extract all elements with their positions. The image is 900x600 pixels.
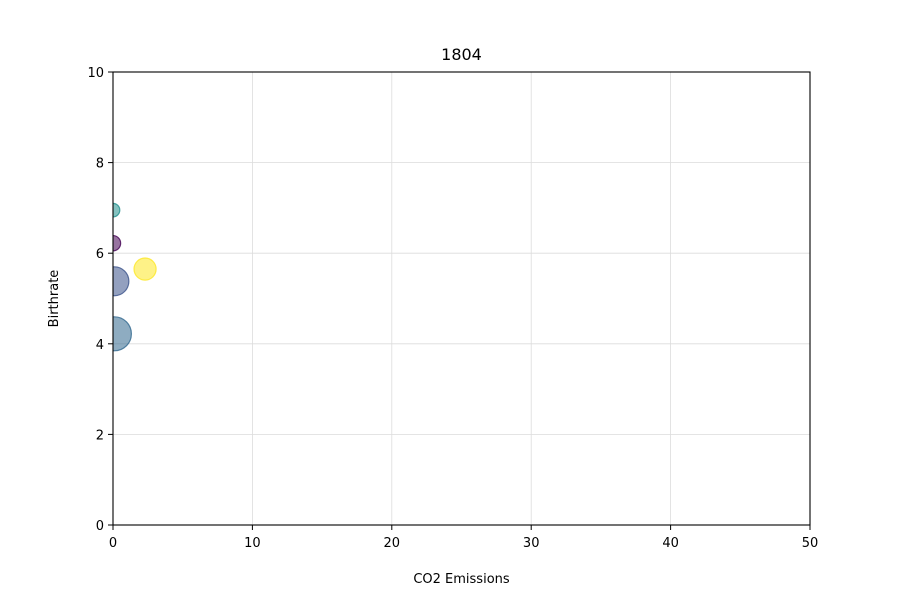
data-points: [113, 202, 157, 352]
x-tick-label: 10: [244, 536, 261, 551]
x-tick-label: 20: [384, 536, 401, 551]
y-tick-label: 4: [96, 338, 104, 353]
x-tick-label: 30: [523, 536, 540, 551]
y-tick-label: 8: [96, 157, 104, 172]
x-tick-label: 40: [662, 536, 679, 551]
y-tick-label: 10: [87, 66, 104, 81]
x-tick-label: 0: [109, 536, 117, 551]
x-axis-label: CO2 Emissions: [413, 572, 510, 587]
y-tick-label: 6: [96, 247, 104, 262]
data-point: [113, 234, 122, 252]
y-tick-label: 2: [96, 428, 104, 443]
data-point: [113, 266, 130, 297]
data-point: [113, 202, 121, 218]
y-axis-label: Birthrate: [47, 270, 62, 328]
points-clip-group: [113, 202, 157, 352]
y-axis-ticks: 0 2 4 6 8 10: [87, 66, 113, 534]
data-point: [133, 257, 157, 281]
x-tick-label: 50: [802, 536, 819, 551]
data-point: [113, 316, 132, 352]
y-tick-label: 0: [96, 519, 104, 534]
x-axis-ticks: 0 10 20 30 40 50: [109, 525, 818, 551]
chart-title: 1804: [441, 45, 482, 64]
plot-frame: [112, 71, 811, 526]
